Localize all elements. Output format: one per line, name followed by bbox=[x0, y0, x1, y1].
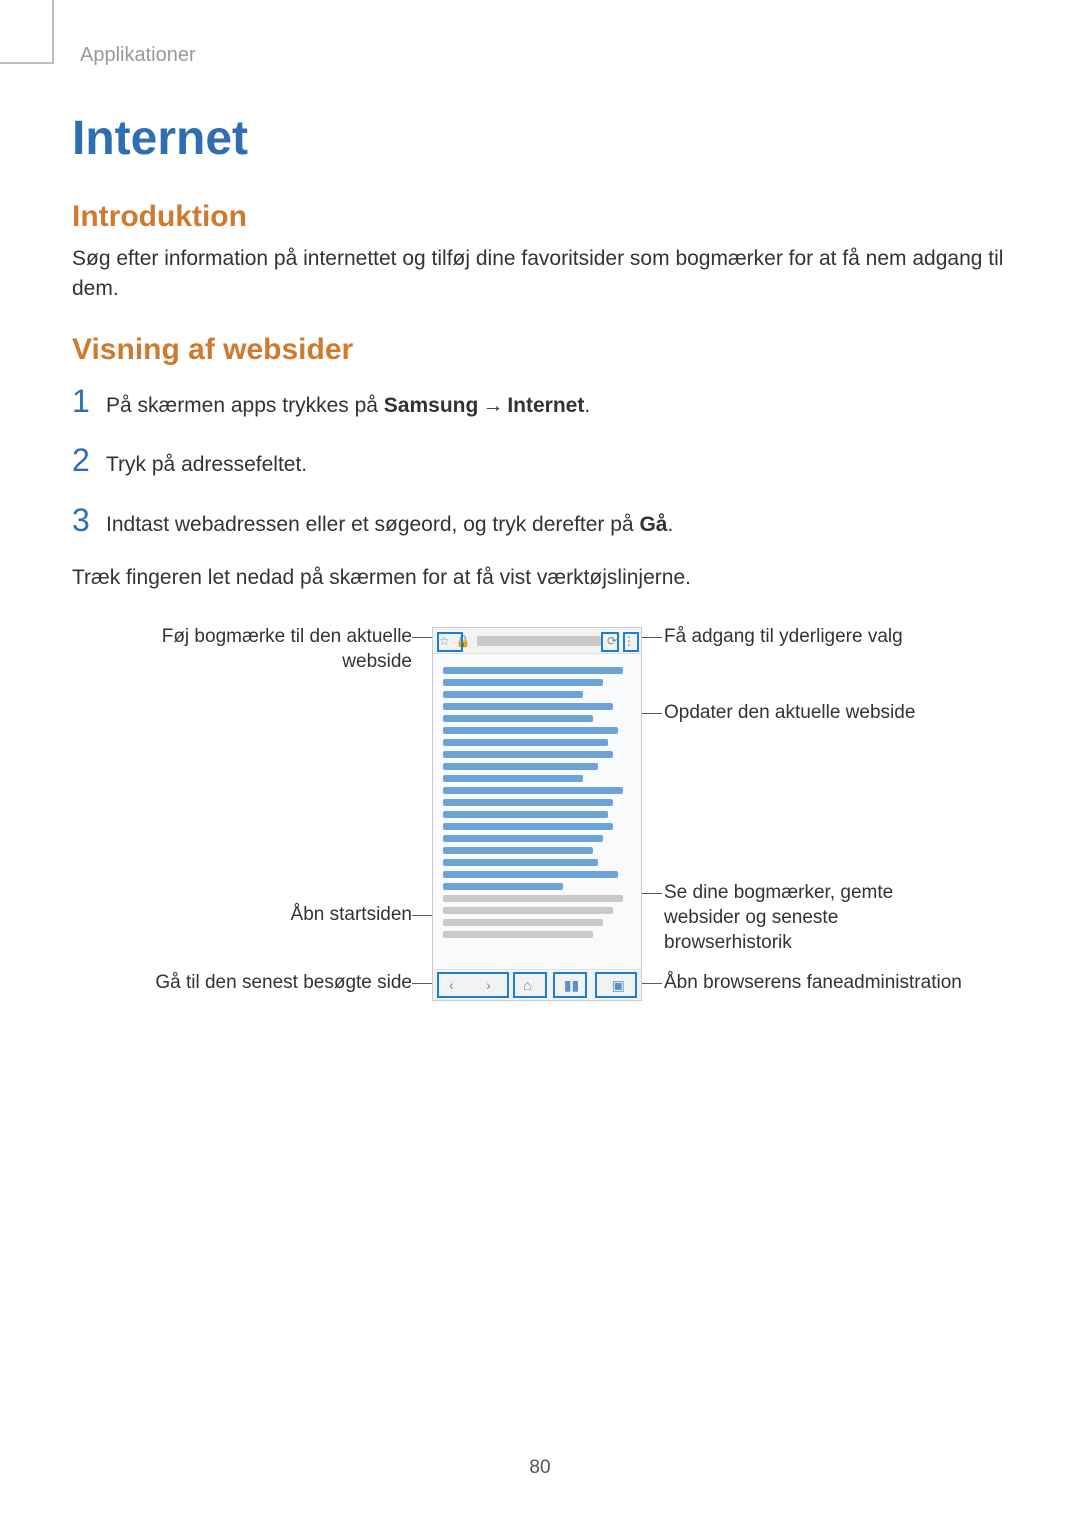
phone-mock: ☆ 🔒 ⟳ ⋮ ‹ › ⌂ ▮▮ ▣ bbox=[432, 627, 642, 1001]
content-blur-line bbox=[443, 895, 623, 902]
content-blur-line bbox=[443, 823, 613, 830]
callout-bookmark: Føj bogmærke til den aktuelle webside bbox=[112, 625, 412, 674]
step-number: 3 bbox=[72, 504, 106, 536]
content-blur-line bbox=[443, 739, 608, 746]
content-blur-line bbox=[443, 787, 623, 794]
manual-page: Applikationer Internet Introduktion Søg … bbox=[0, 0, 1080, 1527]
content-blur-line bbox=[443, 703, 613, 710]
section-heading-viewing: Visning af websider bbox=[72, 333, 1008, 367]
page-content bbox=[433, 654, 641, 938]
page-number: 80 bbox=[0, 1457, 1080, 1479]
arrow-icon: → bbox=[482, 394, 503, 417]
content-blur-line bbox=[443, 859, 598, 866]
highlight-box bbox=[437, 972, 509, 998]
highlight-box bbox=[601, 632, 619, 652]
content-blur-line bbox=[443, 727, 618, 734]
address-field[interactable] bbox=[477, 636, 601, 646]
steps-list: 1 På skærmen apps trykkes på Samsung→Int… bbox=[72, 385, 1008, 539]
content-blur-line bbox=[443, 883, 563, 890]
hint-text: Træk fingeren let nedad på skærmen for a… bbox=[72, 563, 1008, 593]
content-blur-line bbox=[443, 751, 613, 758]
callout-bookmarks-history: Se dine bogmærker, gemte websider og sen… bbox=[664, 881, 964, 955]
step-number: 2 bbox=[72, 444, 106, 476]
content-blur-line bbox=[443, 715, 593, 722]
content-blur-line bbox=[443, 919, 603, 926]
intro-body: Søg efter information på internettet og … bbox=[72, 244, 1008, 305]
step-bold: Samsung bbox=[384, 394, 479, 417]
highlight-box bbox=[513, 972, 547, 998]
content-blur-line bbox=[443, 931, 593, 938]
highlight-box bbox=[553, 972, 587, 998]
callout-tabs: Åbn browserens faneadministration bbox=[664, 971, 964, 996]
step-text: Tryk på adressefeltet. bbox=[106, 450, 307, 479]
step-text-fragment: På skærmen apps trykkes på bbox=[106, 394, 384, 417]
step-number: 1 bbox=[72, 385, 106, 417]
content-blur-line bbox=[443, 667, 623, 674]
step-text: På skærmen apps trykkes på Samsung→Inter… bbox=[106, 391, 590, 420]
step-1: 1 På skærmen apps trykkes på Samsung→Int… bbox=[72, 385, 1008, 420]
page-title: Internet bbox=[72, 111, 1008, 166]
content-blur-line bbox=[443, 763, 598, 770]
content-blur-line bbox=[443, 847, 593, 854]
leader-line bbox=[412, 915, 432, 916]
content-blur-line bbox=[443, 775, 583, 782]
content-blur-line bbox=[443, 835, 603, 842]
callout-refresh: Opdater den aktuelle webside bbox=[664, 701, 984, 726]
breadcrumb: Applikationer bbox=[80, 44, 1008, 67]
step-text-fragment: . bbox=[584, 394, 590, 417]
step-text: Indtast webadressen eller et søgeord, og… bbox=[106, 510, 673, 539]
callout-home: Åbn startsiden bbox=[202, 903, 412, 928]
page-edge-marker bbox=[0, 0, 54, 64]
content-blur-line bbox=[443, 811, 608, 818]
step-text-fragment: Indtast webadressen eller et søgeord, og… bbox=[106, 513, 639, 536]
content-blur-line bbox=[443, 691, 583, 698]
highlight-box bbox=[595, 972, 637, 998]
step-bold: Gå bbox=[639, 513, 667, 536]
step-2: 2 Tryk på adressefeltet. bbox=[72, 444, 1008, 479]
highlight-box bbox=[437, 632, 463, 652]
content-blur-line bbox=[443, 907, 613, 914]
section-heading-intro: Introduktion bbox=[72, 200, 1008, 234]
callout-nav: Gå til den senest besøgte side bbox=[112, 971, 412, 996]
content-blur-line bbox=[443, 871, 618, 878]
step-bold: Internet bbox=[507, 394, 584, 417]
browser-diagram: Føj bogmærke til den aktuelle webside Åb… bbox=[72, 619, 1008, 1039]
step-3: 3 Indtast webadressen eller et søgeord, … bbox=[72, 504, 1008, 539]
highlight-box bbox=[623, 632, 639, 652]
content-blur-line bbox=[443, 799, 613, 806]
content-blur-line bbox=[443, 679, 603, 686]
callout-more: Få adgang til yderligere valg bbox=[664, 625, 984, 650]
step-text-fragment: . bbox=[667, 513, 673, 536]
